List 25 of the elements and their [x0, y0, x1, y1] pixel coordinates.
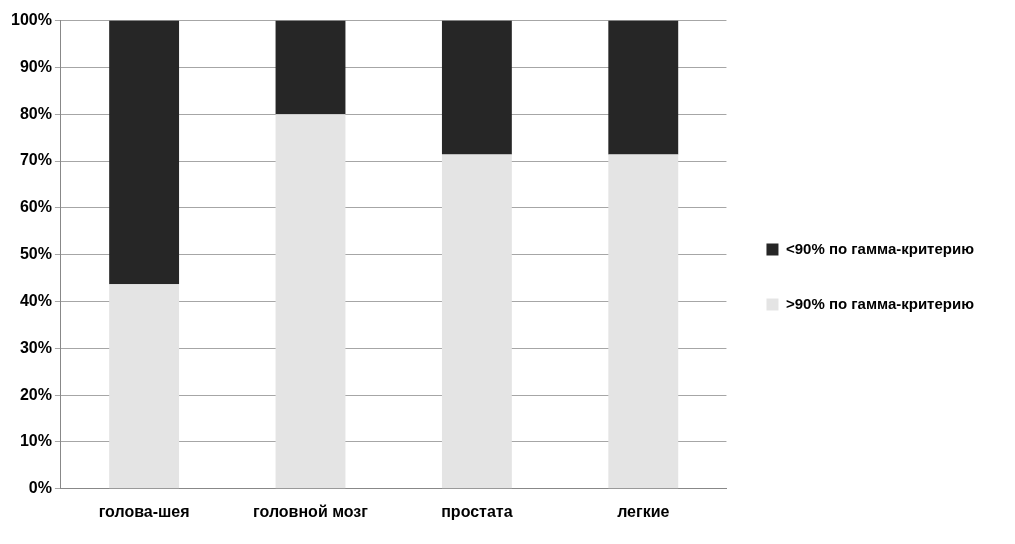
x-tick-label: голова-шея	[98, 502, 190, 520]
legend-label: >90% по гамма-критерию	[785, 294, 975, 312]
bar	[608, 154, 679, 489]
y-tick-label: 70%	[19, 151, 52, 169]
x-tick-label: простата	[441, 502, 513, 520]
y-tick-label: 40%	[19, 291, 52, 309]
y-tick-label: 30%	[19, 338, 52, 356]
y-tick-label: 50%	[19, 245, 52, 263]
y-tick-label: 100%	[11, 11, 52, 29]
bar	[441, 154, 512, 489]
bar	[275, 114, 346, 489]
y-tick-label: 0%	[28, 479, 52, 497]
bar	[608, 20, 679, 155]
x-tick-label: легкие	[617, 502, 670, 520]
bar	[275, 20, 346, 115]
bar	[109, 284, 180, 489]
y-tick-label: 90%	[19, 57, 52, 75]
y-tick-label: 80%	[19, 104, 52, 122]
x-tick-label: головной мозг	[253, 502, 369, 520]
bar	[109, 20, 180, 285]
legend-label: <90% по гамма-критерию	[785, 239, 975, 257]
y-tick-label: 20%	[19, 385, 52, 403]
y-tick-label: 10%	[19, 432, 52, 450]
y-tick-label: 60%	[19, 198, 52, 216]
bar	[441, 20, 512, 155]
